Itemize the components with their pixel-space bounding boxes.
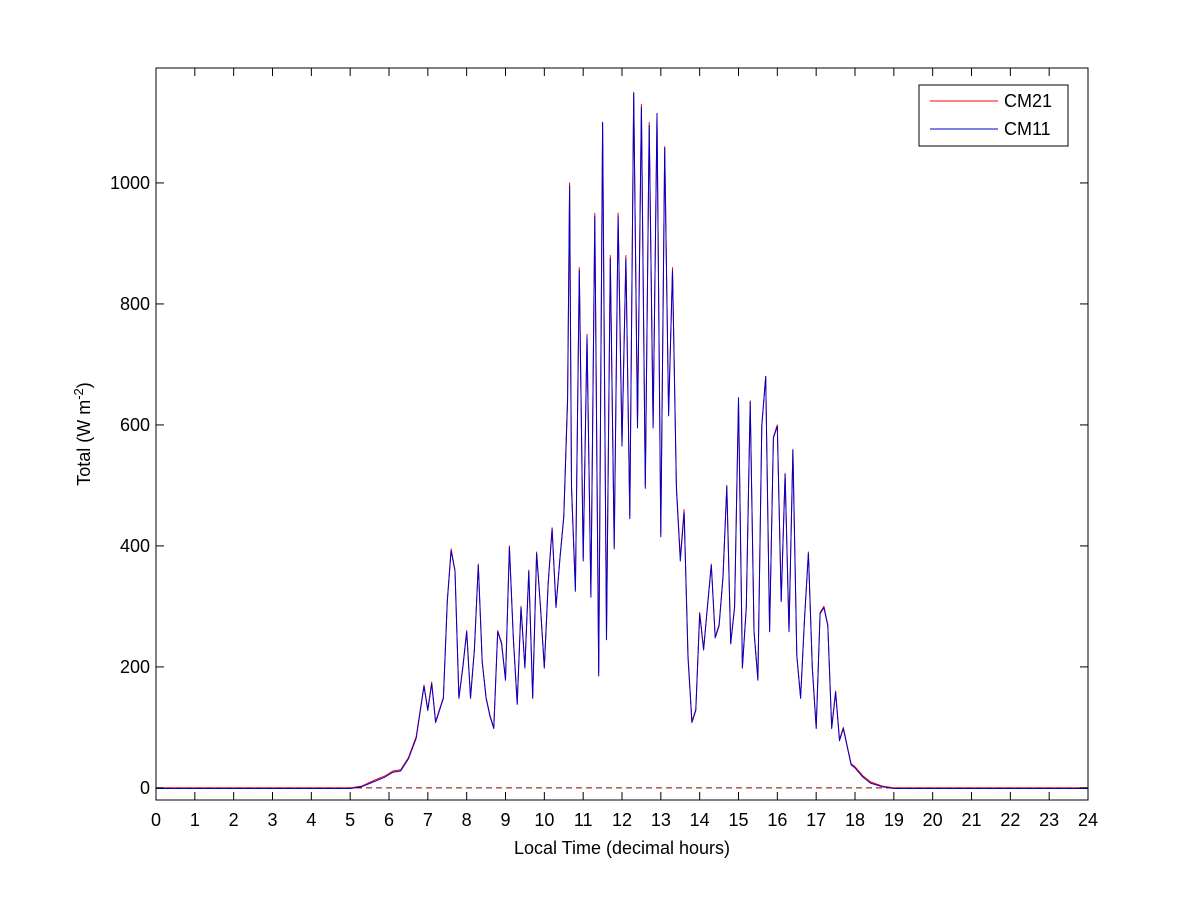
x-tick-label: 11 bbox=[574, 810, 593, 830]
y-tick-label: 1000 bbox=[110, 173, 150, 193]
x-tick-label: 4 bbox=[306, 810, 316, 830]
x-tick-label: 7 bbox=[423, 810, 433, 830]
legend: CM21 CM11 bbox=[918, 84, 1069, 147]
x-tick-label: 10 bbox=[534, 810, 554, 830]
legend-box bbox=[918, 84, 1069, 147]
y-tick-label: 200 bbox=[120, 657, 150, 677]
y-axis-label-close: ) bbox=[74, 382, 94, 388]
legend-label-cm11: CM11 bbox=[1004, 119, 1051, 139]
y-tick-label: 800 bbox=[120, 294, 150, 314]
y-tick-label: 0 bbox=[140, 778, 150, 798]
x-tick-label: 22 bbox=[1000, 810, 1020, 830]
x-tick-label: 2 bbox=[229, 810, 239, 830]
x-tick-label: 17 bbox=[806, 810, 826, 830]
y-tick-label: 600 bbox=[120, 415, 150, 435]
series-line-cm11 bbox=[156, 92, 1088, 789]
y-axis-label: Total (W m-2) bbox=[71, 382, 94, 486]
x-tick-layer: 0 1 2 3 4 5 6 7 8 9 10 11 12 13 14 15 16 17 18 19 20 21 22 23 24 bbox=[151, 68, 1098, 830]
x-tick-label: 1 bbox=[190, 810, 200, 830]
x-tick-label: 12 bbox=[612, 810, 632, 830]
x-tick-label: 21 bbox=[961, 810, 981, 830]
x-tick-label: 14 bbox=[690, 810, 710, 830]
legend-label-cm21: CM21 bbox=[1004, 91, 1052, 111]
x-tick-label: 6 bbox=[384, 810, 394, 830]
x-tick-label: 3 bbox=[267, 810, 277, 830]
x-tick-label: 24 bbox=[1078, 810, 1098, 830]
x-tick-label: 8 bbox=[462, 810, 472, 830]
x-tick-label: 0 bbox=[151, 810, 161, 830]
x-tick-label: 19 bbox=[884, 810, 904, 830]
y-tick-label: 400 bbox=[120, 536, 150, 556]
x-tick-label: 9 bbox=[500, 810, 510, 830]
x-tick-label: 16 bbox=[767, 810, 787, 830]
x-tick-label: 18 bbox=[845, 810, 865, 830]
x-tick-label: 5 bbox=[345, 810, 355, 830]
x-tick-label: 20 bbox=[923, 810, 943, 830]
y-tick-layer: 0 200 400 600 800 1000 bbox=[110, 173, 1088, 798]
y-axis-label-main: Total (W m bbox=[74, 400, 94, 486]
series-layer bbox=[156, 91, 1088, 789]
x-tick-label: 23 bbox=[1039, 810, 1059, 830]
y-axis-label-superscript: -2 bbox=[71, 388, 86, 400]
x-axis-label: Local Time (decimal hours) bbox=[514, 838, 730, 858]
x-tick-label: 15 bbox=[728, 810, 748, 830]
x-tick-label: 13 bbox=[651, 810, 671, 830]
